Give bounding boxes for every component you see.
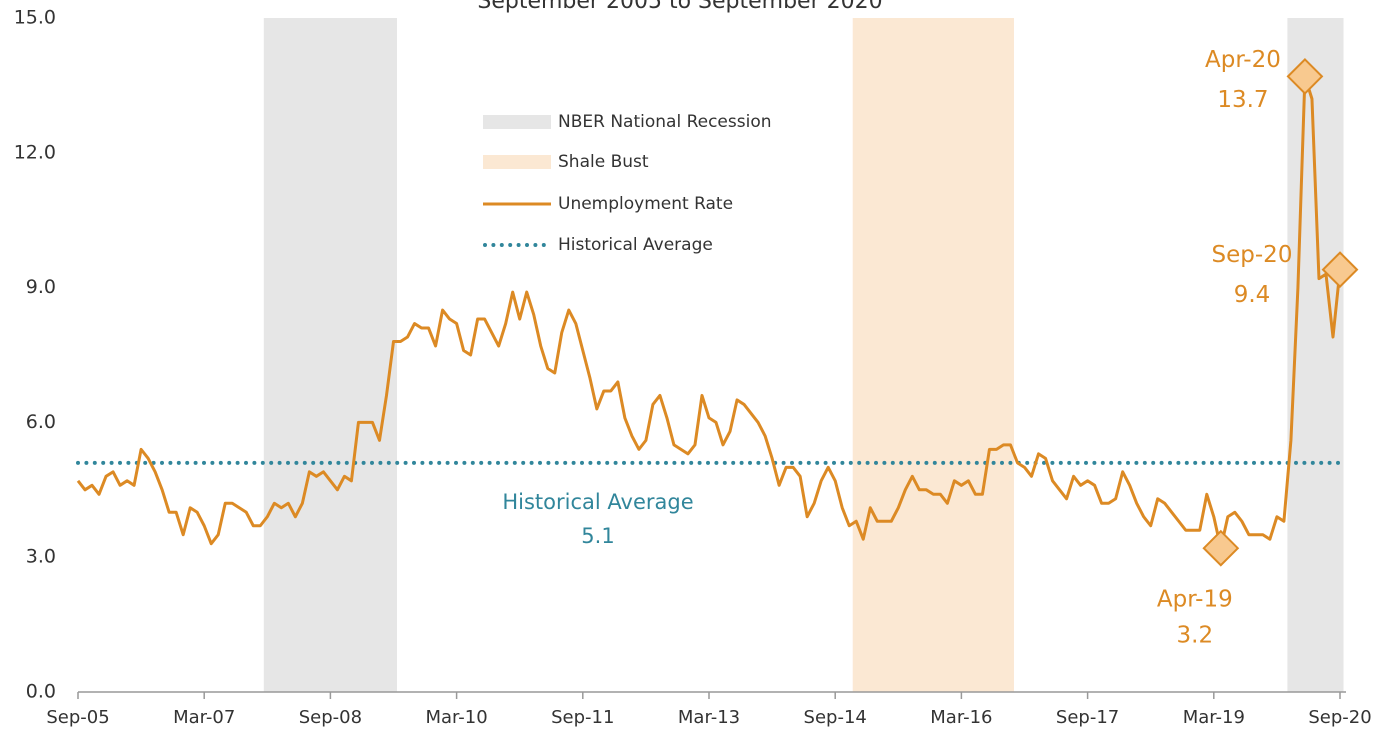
y-tick-label: 6.0	[26, 411, 56, 433]
y-tick-label: 0.0	[26, 681, 56, 703]
y-tick-label: 9.0	[26, 276, 56, 298]
x-tick-label: Mar-19	[1183, 707, 1245, 728]
x-tick-label: Sep-14	[804, 707, 867, 728]
shaded-band	[852, 18, 1014, 692]
x-tick-label: Mar-07	[173, 707, 235, 728]
annotation-value: 3.2	[1177, 623, 1214, 649]
legend-label: Unemployment Rate	[558, 194, 733, 214]
unemployment-line	[76, 74, 1342, 550]
annotation-label: Apr-20	[1205, 47, 1281, 73]
annotation-marker	[1321, 251, 1359, 289]
legend-swatch	[483, 155, 551, 169]
legend-label: Historical Average	[558, 235, 713, 255]
annotation-value: 13.7	[1217, 87, 1268, 113]
annotation-label: Sep-20	[1212, 242, 1293, 268]
x-tick-label: Sep-08	[299, 707, 362, 728]
x-tick-label: Sep-17	[1056, 707, 1119, 728]
y-tick-label: 3.0	[26, 546, 56, 568]
x-tick-label: Sep-11	[551, 707, 614, 728]
x-tick-label: Sep-05	[46, 707, 109, 728]
y-tick-label: 15.0	[14, 7, 56, 29]
chart-subtitle: September 2005 to September 2020	[477, 0, 882, 14]
annotation-marker	[1202, 529, 1240, 567]
annotation-marker	[1286, 57, 1324, 95]
reference-value: 5.1	[581, 524, 614, 548]
x-tick-label: Mar-10	[425, 707, 487, 728]
annotation-value: 9.4	[1234, 282, 1271, 308]
x-tick-label: Mar-13	[678, 707, 740, 728]
x-tick-label: Mar-16	[930, 707, 992, 728]
legend-swatch	[483, 115, 551, 129]
reference-label: Historical Average	[502, 490, 693, 514]
annotation-label: Apr-19	[1157, 587, 1233, 613]
bands	[263, 18, 1344, 692]
shaded-band	[263, 18, 398, 692]
x-tick-label: Sep-20	[1308, 707, 1371, 728]
y-tick-label: 12.0	[14, 141, 56, 163]
legend-label: Shale Bust	[558, 152, 649, 172]
shaded-band	[1287, 18, 1344, 692]
legend-label: NBER National Recession	[558, 112, 772, 132]
